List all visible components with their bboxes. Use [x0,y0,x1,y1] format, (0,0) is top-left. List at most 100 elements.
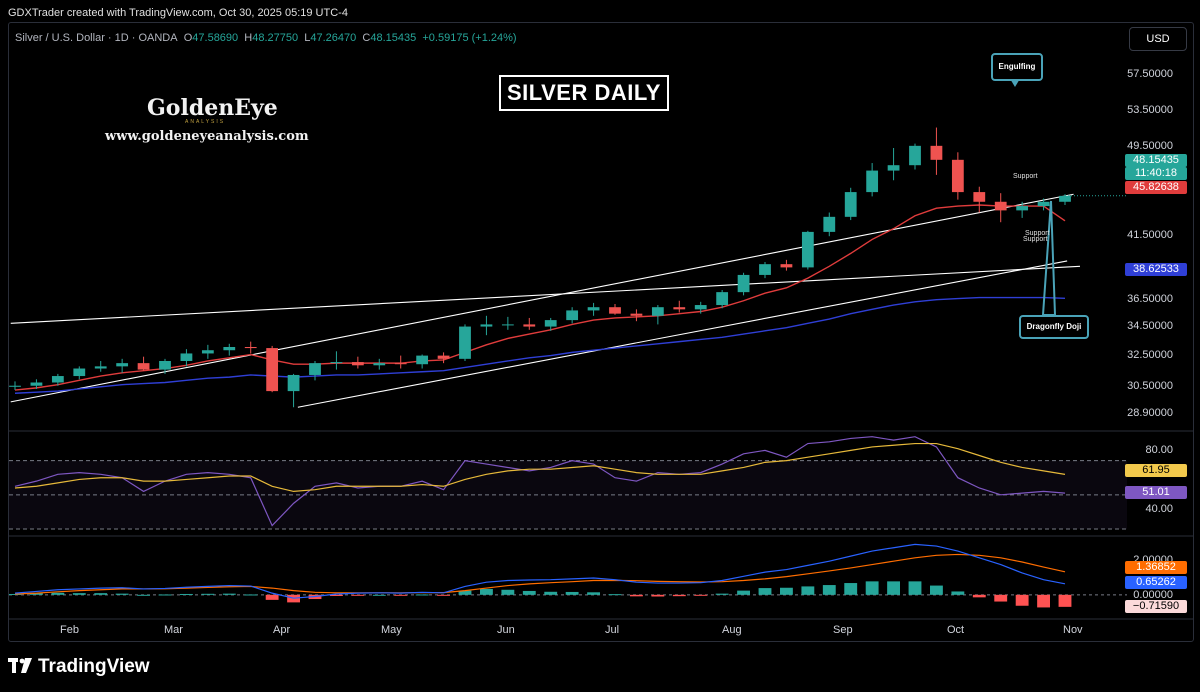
tradingview-logo[interactable]: TradingView [8,656,150,678]
macd-histogram-bar [394,594,408,596]
candle-body [351,362,364,366]
candle-body [823,216,836,232]
macd-histogram-bar [330,594,343,596]
time-axis-label: Jun [497,624,515,636]
macd-histogram-bar [801,586,815,595]
macd-histogram-bar [737,590,750,595]
macd-histogram-bar [522,590,536,595]
time-axis-label: Jul [605,624,620,636]
support-label-upper: Support [1013,173,1038,180]
macd-histogram-bar [158,594,172,596]
currency-button[interactable]: USD [1129,27,1187,51]
candle-body [523,324,536,327]
candle-body [951,159,964,193]
macd-histogram-bar [715,593,729,595]
macd-histogram-bar [1015,594,1029,606]
price-axis-label: 34.50000 [1127,320,1173,332]
bar-countdown-badge: 11:40:18 [1125,167,1187,180]
candle-body [673,307,686,310]
candle-body [437,355,450,359]
macd-histogram-bar [630,594,643,597]
candle-body [930,145,943,160]
candle-body [1016,206,1029,211]
macd-histogram-bar [137,594,150,596]
candle-body [844,192,857,217]
macd-histogram-bar [415,594,429,596]
symbol-name[interactable]: Silver / U.S. Dollar · 1D · OANDA [15,32,178,44]
macd-histogram-bar [544,591,558,595]
ema-fast-badge: 45.82638 [1125,181,1187,194]
candle-body [694,305,707,310]
lower-channel-trendline [297,260,1068,408]
support-label-lower: Support [1023,236,1048,243]
candle-body [159,360,171,370]
candle-body [9,385,21,387]
symbol-legend: Silver / U.S. Dollar · 1D · OANDA O47.58… [15,32,517,44]
macd-histogram-bar [587,592,600,595]
ema-slow-line [14,296,1066,394]
macd-histogram-bar [822,585,836,595]
macd-histogram-bar [265,594,279,600]
candle-body [544,320,557,327]
candle-body [1037,201,1050,207]
candle-body [180,353,193,361]
candle-body [201,350,214,354]
price-axis-label: 49.50000 [1127,140,1173,152]
last-price-badge: 48.15435 [1125,154,1187,167]
candle-body [30,382,43,386]
chart-panel[interactable]: Silver / U.S. Dollar · 1D · OANDA O47.58… [8,22,1194,642]
candle-body [887,165,900,171]
candle-body [73,368,86,377]
candle-body [609,307,621,314]
macd-histogram-bar [1037,594,1050,608]
high-label: H [244,32,253,44]
macd-histogram-bar [30,593,43,595]
macd-histogram-bar [908,581,922,595]
candle-body [459,326,471,359]
macd-histogram-bar [672,594,686,597]
rsi-axis-label: 40.00 [1145,503,1173,515]
macd-histogram-bar [972,594,986,598]
macd-histogram-bar [651,594,665,597]
macd-histogram-bar [565,591,579,595]
candle-body [716,292,729,306]
candle-body [501,324,514,326]
macd-histogram-bar [437,594,450,596]
candle-body [1059,195,1071,202]
rsi-band [9,460,1127,529]
macd-histogram-bar [994,594,1008,602]
macd-histogram-bar [51,592,65,595]
candle-body [801,231,814,268]
candle-body [394,363,407,365]
candle-body [780,264,793,268]
macd-histogram-bar [201,593,215,595]
time-axis-label: Sep [833,624,853,636]
candle-body [994,201,1007,211]
candle-body [909,145,921,166]
chart-title-box: SILVER DAILY [499,75,669,111]
ema-slow-badge: 38.62533 [1125,263,1187,276]
candle-body [566,310,579,321]
macd-histogram-bar [887,581,900,595]
macd-histogram-bar [94,593,108,595]
rsi-axis-label: 80.00 [1145,444,1173,456]
macd-histogram-bar [780,587,793,595]
macd-histogram-bar [244,594,258,596]
candle-body [309,363,321,375]
chart-canvas[interactable] [9,23,1193,641]
engulfing-callout: Engulfing [991,53,1043,81]
dragonfly-doji-callout: Dragonfly Doji [1019,315,1089,339]
high-value: 48.27750 [252,32,299,44]
candle-body [94,366,107,369]
candle-body [587,307,600,311]
low-label: L [304,32,311,44]
candle-body [416,355,429,365]
candle-body [266,348,279,392]
support-label-mid: Support [1025,230,1050,237]
rsi-value-badge: 51.01 [1125,486,1187,499]
change-value: +0.59175 (+1.24%) [422,32,517,44]
price-axis-label: 30.50000 [1127,380,1173,392]
candle-body [330,362,343,364]
candle-body [630,313,643,316]
macd-hist-badge: −0.71590 [1125,600,1187,613]
